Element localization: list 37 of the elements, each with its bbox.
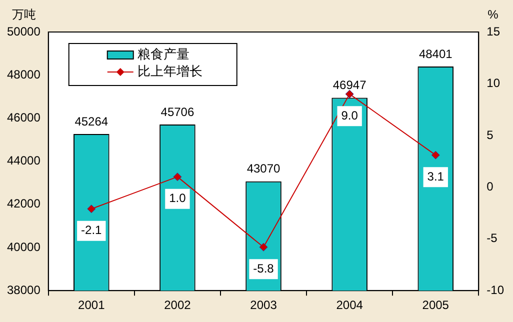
y2-tick-label: -10 xyxy=(486,282,504,297)
y-axis-title: 万吨 xyxy=(12,7,36,22)
data-label: 45264 xyxy=(74,114,108,128)
y-tick-label: 42000 xyxy=(6,196,41,211)
y-tick-label: 38000 xyxy=(6,282,41,297)
y2-tick-label: 5 xyxy=(486,128,494,142)
point xyxy=(173,172,182,182)
x-tick-label: 2001 xyxy=(78,298,106,312)
y2-tick-label: 15 xyxy=(486,24,500,38)
y-tick-label: 48000 xyxy=(6,67,41,82)
y-tick-label: 46000 xyxy=(6,110,41,125)
y-tick-label: 40000 xyxy=(6,240,41,254)
y2-axis-title: % xyxy=(488,7,499,22)
point xyxy=(345,90,354,98)
x-tick-label: 2003 xyxy=(250,298,278,312)
data-label: 9.0 xyxy=(341,108,358,122)
y-tick-label: 50000 xyxy=(6,24,41,38)
x-tick-label: 2005 xyxy=(422,298,450,312)
data-label: 46947 xyxy=(332,78,367,92)
x-tick-label: 2002 xyxy=(164,298,192,312)
legend-label: 比上年增长 xyxy=(137,64,202,79)
data-label: 43070 xyxy=(246,162,281,176)
point xyxy=(431,150,440,160)
point xyxy=(87,204,96,214)
legend-label: 粮食产量 xyxy=(137,46,190,62)
data-label: -5.8 xyxy=(253,261,274,276)
y2-tick-label: 0 xyxy=(486,179,494,194)
data-label: 1.0 xyxy=(169,191,186,206)
data-label: -2.1 xyxy=(81,223,102,238)
y2-tick-label: -5 xyxy=(486,231,498,246)
data-label: 45706 xyxy=(160,104,194,119)
y2-tick-label: 10 xyxy=(486,76,500,90)
data-label: 3.1 xyxy=(427,169,444,184)
point xyxy=(259,242,268,252)
data-label: 48401 xyxy=(418,46,453,61)
y-tick-label: 44000 xyxy=(6,154,41,168)
x-tick-label: 2004 xyxy=(336,298,364,312)
